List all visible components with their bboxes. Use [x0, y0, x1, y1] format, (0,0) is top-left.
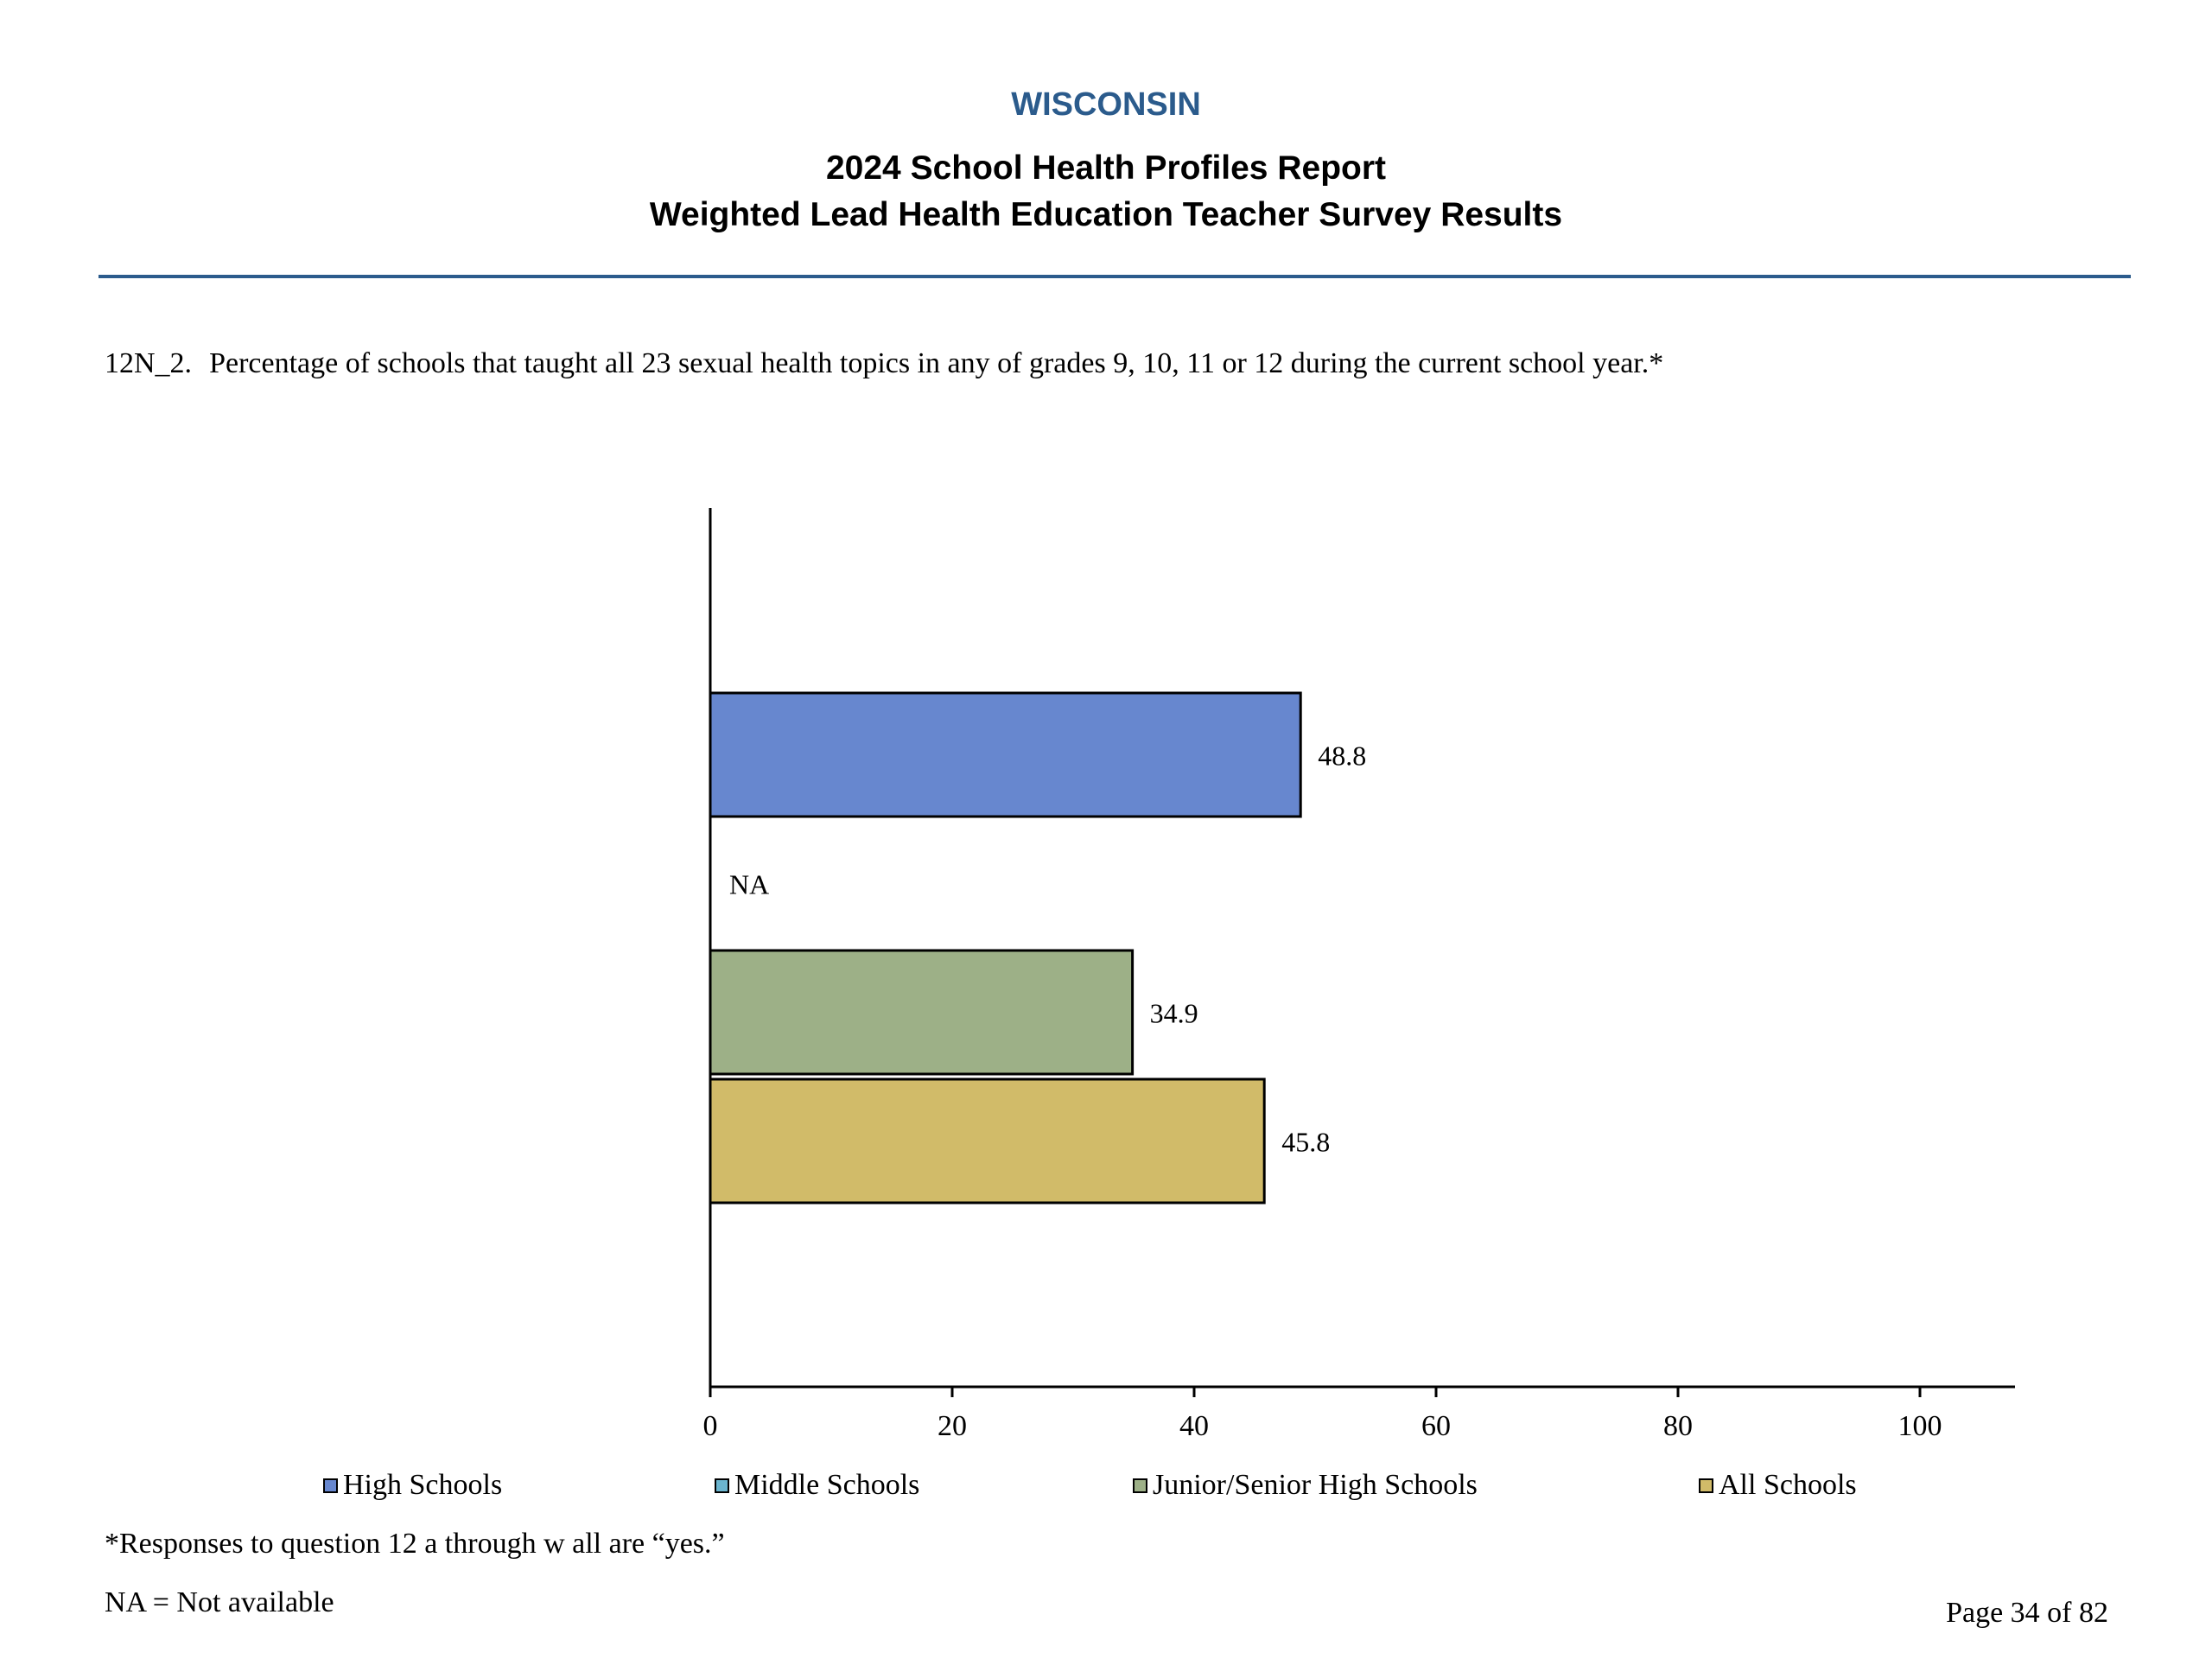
legend-label: High Schools: [343, 1469, 503, 1501]
bar-value-label: 48.8: [1318, 741, 1366, 772]
page-number: Page 34 of 82: [1946, 1597, 2108, 1629]
legend-item: All Schools: [1699, 1469, 1857, 1502]
question-text: 12N_2. Percentage of schools that taught …: [105, 347, 1663, 380]
bar-chart: 0 20 40 60 80 100 48.8 NA 34.9 45.8: [703, 508, 2015, 1442]
header-divider: [99, 275, 2131, 278]
legend-swatch: [715, 1478, 729, 1493]
x-tick-label: 80: [1663, 1410, 1693, 1442]
state-title: WISCONSIN: [1011, 86, 1201, 123]
legend-swatch: [323, 1478, 338, 1493]
bar-value-label: 45.8: [1281, 1127, 1330, 1158]
question-body: Percentage of schools that taught all 23…: [209, 347, 1664, 379]
bar: [709, 949, 1135, 1076]
footnote-na: NA = Not available: [105, 1586, 334, 1618]
legend-label: Middle Schools: [734, 1469, 920, 1501]
bar-na-label: NA: [729, 869, 769, 900]
legend-swatch: [1699, 1478, 1713, 1493]
legend-item: Junior/Senior High Schools: [1133, 1469, 1478, 1502]
x-tick-label: 60: [1421, 1410, 1451, 1442]
report-title: 2024 School Health Profiles Report: [825, 149, 1386, 187]
bar: [709, 1077, 1266, 1205]
question-id: 12N_2.: [105, 347, 193, 379]
legend-label: Junior/Senior High Schools: [1153, 1469, 1478, 1501]
legend-label: All Schools: [1719, 1469, 1857, 1501]
footnote-responses: *Responses to question 12 a through w al…: [105, 1528, 725, 1560]
legend-swatch: [1133, 1478, 1147, 1493]
x-tick-label: 0: [703, 1410, 718, 1442]
x-tick-label: 20: [938, 1410, 967, 1442]
report-subtitle: Weighted Lead Health Education Teacher S…: [649, 196, 1563, 233]
legend-item: Middle Schools: [715, 1469, 919, 1502]
chart-legend: High Schools Middle Schools Junior/Senior …: [0, 1469, 2212, 1512]
legend-item: High Schools: [323, 1469, 502, 1502]
x-tick-label: 40: [1179, 1410, 1209, 1442]
x-tick-label: 100: [1898, 1410, 1942, 1442]
bar-value-label: 34.9: [1150, 998, 1198, 1029]
bar: [709, 691, 1302, 818]
